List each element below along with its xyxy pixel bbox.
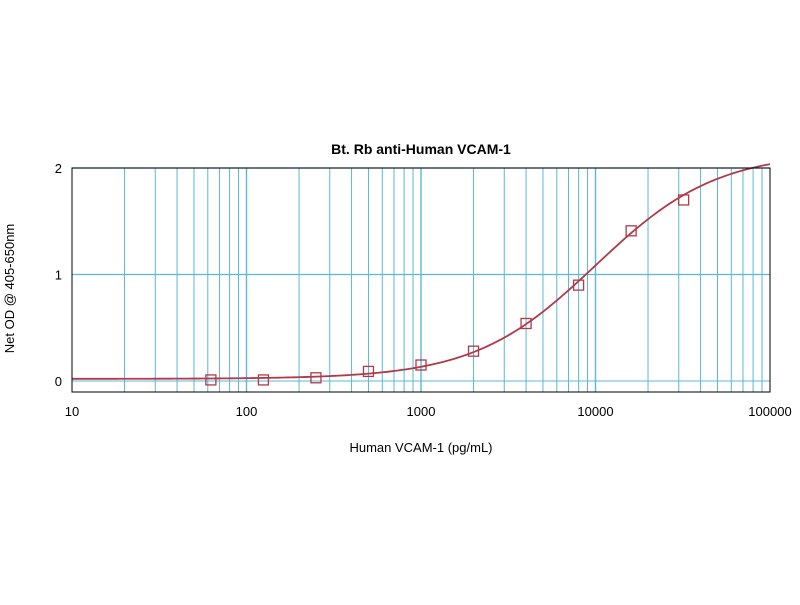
grid-lines [72, 167, 770, 392]
data-point-marker [257, 374, 270, 386]
data-point-marker [677, 194, 690, 206]
y-tick-label: 1 [55, 268, 62, 283]
y-axis-label: Net OD @ 405-650nm [2, 224, 17, 354]
data-points [205, 194, 690, 386]
y-tick-label: 0 [55, 374, 62, 389]
x-tick-label: 100000 [748, 404, 791, 419]
x-tick-label: 10 [65, 404, 79, 419]
data-point-marker [310, 372, 322, 384]
data-point-marker [362, 365, 375, 378]
data-point-marker [625, 225, 637, 237]
y-tick-label: 2 [55, 161, 62, 176]
data-point-marker [467, 345, 480, 357]
tick-labels: 10 100 1000 10000 100000 0 1 2 [55, 161, 792, 419]
x-axis-label: Human VCAM-1 (pg/mL) [349, 440, 492, 455]
x-tick-label: 1000 [407, 404, 436, 419]
data-point-marker [205, 374, 217, 386]
plot-frame [71, 167, 771, 393]
data-point-marker [572, 279, 585, 291]
fit-curve-layer [72, 163, 771, 380]
fit-curve [72, 163, 771, 380]
x-tick-label: 10000 [577, 404, 613, 419]
data-point-marker [415, 359, 427, 371]
data-point-marker [520, 317, 532, 330]
x-tick-label: 100 [236, 404, 258, 419]
chart-title: Bt. Rb anti-Human VCAM-1 [331, 141, 511, 157]
